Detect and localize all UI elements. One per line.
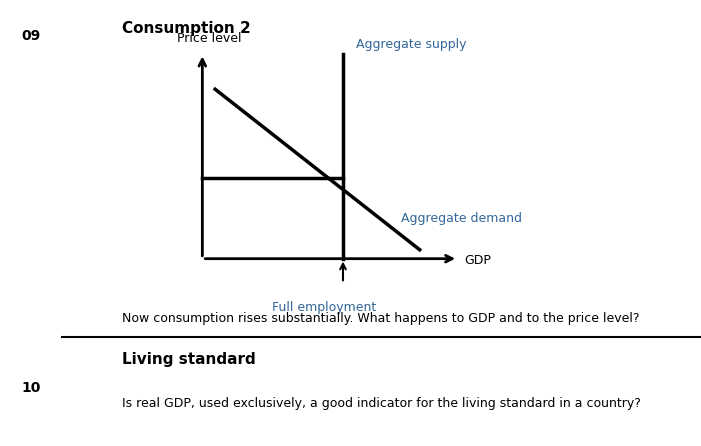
Text: 09: 09 — [21, 29, 41, 43]
Text: Aggregate supply: Aggregate supply — [356, 38, 466, 51]
Text: 10: 10 — [21, 381, 41, 395]
Text: Price level: Price level — [177, 32, 241, 45]
Text: Full employment: Full employment — [272, 301, 376, 314]
Text: Living standard: Living standard — [123, 351, 256, 367]
Text: Consumption 2: Consumption 2 — [123, 21, 251, 37]
Text: Is real GDP, used exclusively, a good indicator for the living standard in a cou: Is real GDP, used exclusively, a good in… — [123, 397, 641, 410]
Text: GDP: GDP — [465, 254, 491, 268]
Text: Aggregate demand: Aggregate demand — [400, 212, 522, 225]
Text: Now consumption rises substantially. What happens to GDP and to the price level?: Now consumption rises substantially. Wha… — [123, 312, 640, 326]
